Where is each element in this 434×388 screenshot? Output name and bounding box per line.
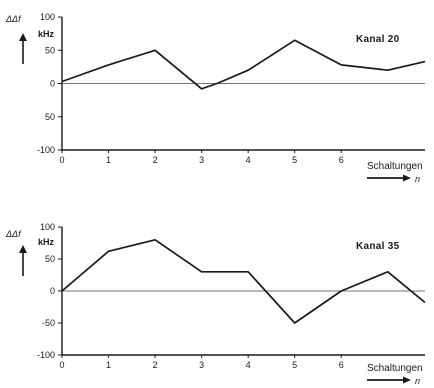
series-line (61, 238, 426, 324)
y-tick-label: -100 (37, 145, 55, 155)
x-tick-label: 4 (246, 360, 251, 370)
x-tick-label: 3 (199, 360, 204, 370)
y-axis-unit: kHz (38, 29, 55, 39)
x-arrow-head (403, 376, 411, 384)
x-tick-label: 2 (153, 155, 158, 165)
chart-kanal-20: ΔΔf kHz Kanal 20 Schaltungen n 10050050-… (5, 12, 426, 184)
x-tick-label: 6 (339, 155, 344, 165)
x-tick-label: 1 (106, 155, 111, 165)
y-arrow-head (19, 33, 27, 41)
x-tick-label: 5 (292, 360, 297, 370)
y-tick-label: 100 (40, 222, 55, 232)
y-tick-label: 0 (50, 79, 55, 89)
kanal-label: Kanal 35 (356, 241, 400, 252)
y-tick-label: 100 (40, 12, 55, 22)
x-variable-label: n (415, 174, 420, 184)
y-tick-label: 50 (45, 112, 55, 122)
x-axis-label: Schaltungen (367, 363, 423, 374)
x-tick-label: 1 (106, 360, 111, 370)
y-tick-label: -100 (37, 350, 55, 360)
x-tick-label: 2 (153, 360, 158, 370)
x-tick-label: 4 (246, 155, 251, 165)
y-tick-label: 50 (45, 254, 55, 264)
x-variable-label: n (415, 376, 420, 386)
x-arrow-head (403, 174, 411, 182)
kanal-label: Kanal 20 (356, 34, 400, 45)
x-tick-label: 6 (339, 360, 344, 370)
x-tick-label: 3 (199, 155, 204, 165)
x-tick-label: 5 (292, 155, 297, 165)
y-axis-unit: kHz (38, 237, 55, 247)
y-axis-label: ΔΔf (5, 14, 22, 24)
x-axis-label: Schaltungen (367, 161, 423, 172)
series-line (61, 39, 426, 90)
y-tick-label: -50 (42, 318, 55, 328)
y-tick-label: 50 (45, 45, 55, 55)
chart-kanal-35: ΔΔf kHz Kanal 35 Schaltungen n 100500-50… (5, 222, 426, 386)
x-tick-label: 0 (59, 360, 64, 370)
y-axis-label: ΔΔf (5, 229, 22, 239)
x-tick-label: 0 (59, 155, 64, 165)
y-arrow-head (19, 245, 27, 253)
y-tick-label: 0 (50, 286, 55, 296)
